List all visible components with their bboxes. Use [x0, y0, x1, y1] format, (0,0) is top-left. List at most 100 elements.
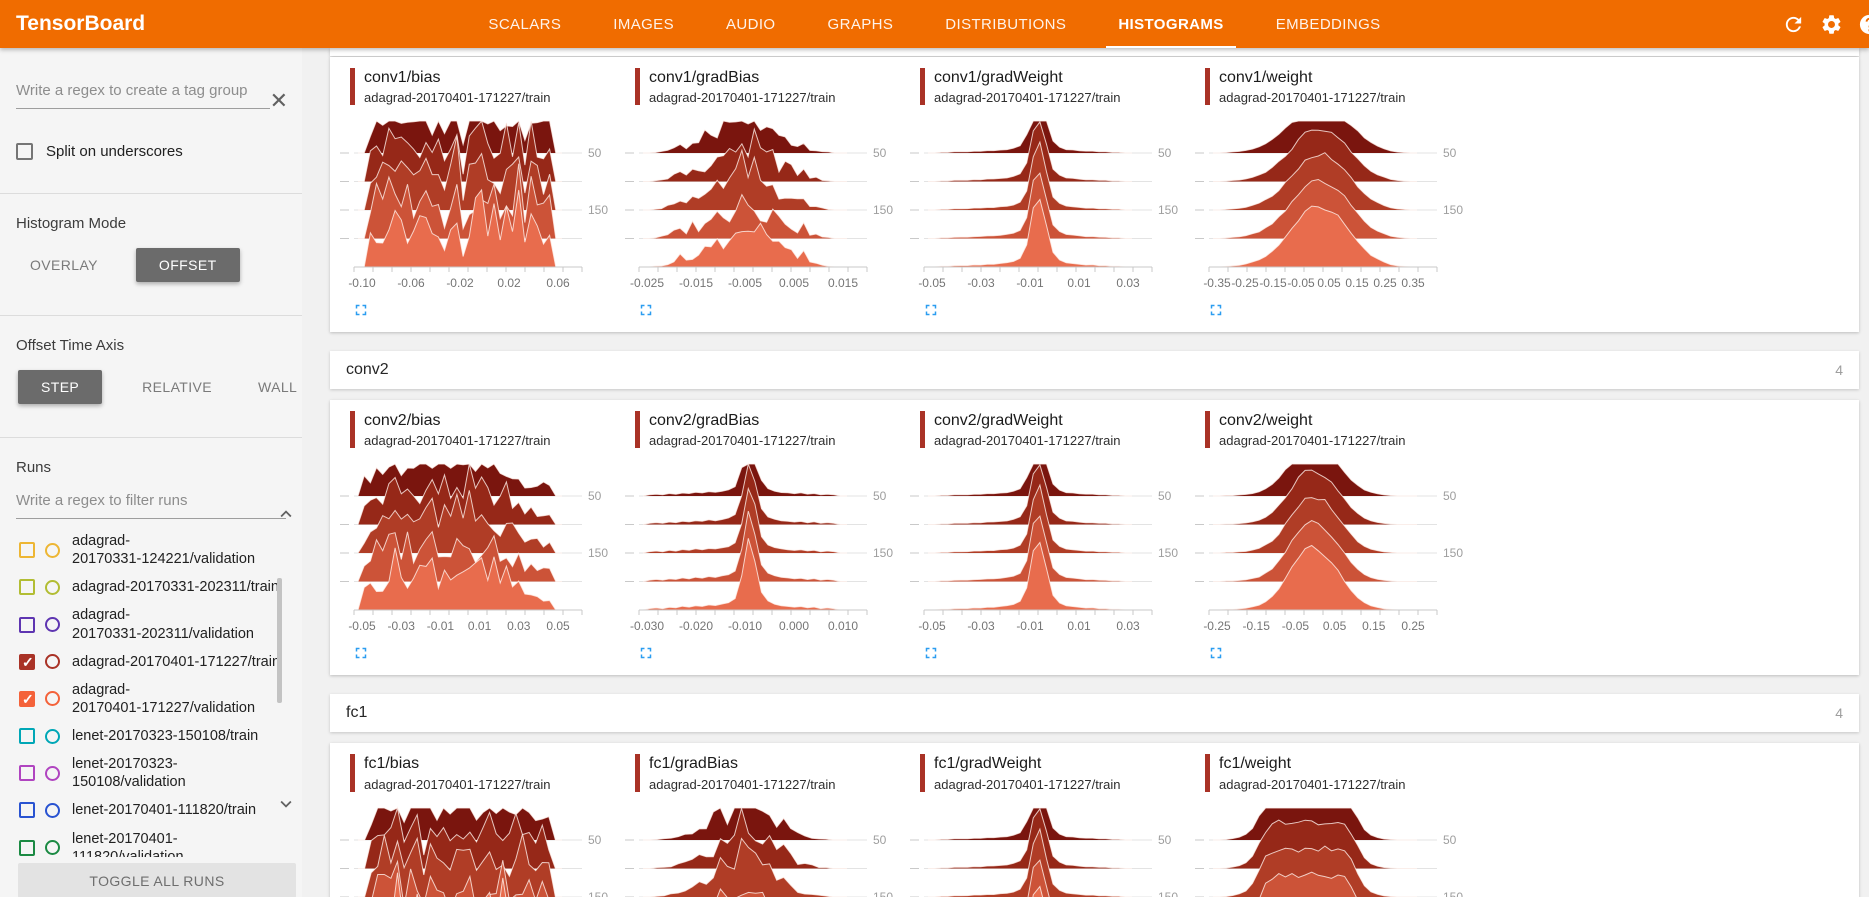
x-axis-tick-label: 0.05	[1317, 276, 1341, 290]
x-axis-tick-label: -0.030	[630, 619, 664, 633]
run-row[interactable]: lenet-20170401-111820/train	[16, 796, 286, 824]
tab-embeddings[interactable]: EMBEDDINGS	[1275, 15, 1381, 33]
x-axis-tick-label: -0.35	[1203, 276, 1231, 290]
fullscreen-icon[interactable]	[637, 644, 655, 662]
run-radio[interactable]	[45, 691, 60, 707]
tab-scalars[interactable]: SCALARS	[488, 15, 562, 33]
run-radio[interactable]	[45, 542, 60, 558]
chart-tag-name: conv1/bias	[364, 69, 441, 86]
chart-run-name: adagrad-20170401-171227/train	[649, 433, 836, 449]
x-axis-tick-label: -0.020	[679, 619, 713, 633]
run-radio[interactable]	[45, 617, 60, 632]
run-color-bar	[920, 754, 925, 792]
group-header-fc1[interactable]: fc1 4	[330, 694, 1859, 733]
run-radio[interactable]	[45, 802, 60, 818]
fullscreen-icon[interactable]	[1207, 301, 1225, 319]
overlay-button[interactable]: OVERLAY	[30, 257, 98, 273]
histogram-plot[interactable]: 50 150	[625, 804, 897, 897]
x-axis-tick-label: -0.01	[427, 619, 455, 633]
run-color-bar	[350, 411, 355, 449]
svg-text:50: 50	[588, 146, 602, 160]
run-checkbox[interactable]	[19, 542, 35, 559]
x-axis-tick-label: 0.05	[1323, 619, 1347, 633]
run-checkbox[interactable]	[19, 690, 35, 708]
run-radio[interactable]	[45, 654, 60, 670]
histogram-plot[interactable]: 50 150 -0.25 -0.15 -0.05 0.05 0.15 0.25	[1195, 460, 1467, 642]
run-row[interactable]: lenet-20170323-150108/validation	[16, 750, 286, 796]
tab-graphs[interactable]: GRAPHS	[827, 15, 894, 33]
tab-images[interactable]: IMAGES	[613, 15, 674, 33]
fullscreen-icon[interactable]	[1207, 644, 1225, 662]
histogram-plot[interactable]: 50 150	[1195, 804, 1467, 897]
run-name: lenet-20170323-150108/train	[72, 728, 259, 744]
chevron-down-icon[interactable]	[275, 793, 297, 815]
run-name: adagrad-20170401-171227/train	[72, 653, 281, 670]
fullscreen-icon[interactable]	[922, 301, 940, 319]
run-checkbox[interactable]	[19, 802, 35, 819]
run-row[interactable]: lenet-20170323-150108/train	[16, 722, 286, 750]
x-axis-tick-label: -0.01	[1016, 276, 1044, 290]
run-filter-field[interactable]: Write a regex to filter runs	[16, 492, 286, 519]
histogram-plot[interactable]: 50 150 -0.05 -0.03 -0.01 0.01 0.03 0.05	[340, 460, 612, 642]
x-axis-tick-label: 0.25	[1401, 619, 1425, 633]
run-checkbox[interactable]	[19, 616, 35, 633]
histogram-groups: conv1/bias adagrad-20170401-171227/train 5…	[330, 57, 1859, 897]
chart-run-name: adagrad-20170401-171227/train	[649, 90, 836, 106]
run-checkbox[interactable]	[19, 765, 35, 782]
histogram-plot[interactable]: 50 150 -0.35 -0.25 -0.15 -0.05 0.05 0.15 0.25 0.3…	[1195, 117, 1467, 299]
chart-title-block: conv1/gradBias adagrad-20170401-171227/tr…	[635, 68, 908, 106]
fullscreen-icon[interactable]	[352, 301, 370, 319]
histogram-plot[interactable]: 50 150	[340, 804, 612, 897]
card-cut-top	[330, 48, 1859, 56]
run-checkbox[interactable]	[19, 579, 35, 596]
run-row[interactable]: adagrad-20170401-171227/validation	[16, 676, 286, 722]
tag-filter-field[interactable]: Write a regex to create a tag group ✕	[16, 82, 288, 113]
settings-icon[interactable]	[1820, 13, 1843, 36]
run-color-bar	[1205, 68, 1210, 106]
toggle-all-runs-button[interactable]: TOGGLE ALL RUNS	[18, 863, 296, 897]
histogram-plot[interactable]: 50 150 -0.030 -0.020 -0.010 0.000 0.010	[625, 460, 897, 642]
run-row[interactable]: adagrad- 20170331-202311/validation	[16, 601, 286, 647]
split-underscores-checkbox[interactable]	[16, 143, 33, 160]
histogram-mode-buttons: OVERLAY OFFSET	[16, 248, 286, 282]
run-checkbox[interactable]	[19, 839, 35, 856]
offset-button[interactable]: OFFSET	[135, 248, 240, 282]
group-header-conv2[interactable]: conv2 4	[330, 351, 1859, 390]
step-button[interactable]: STEP	[18, 370, 103, 404]
x-axis-tick-label: -0.15	[1243, 619, 1271, 633]
relative-button[interactable]: RELATIVE	[142, 379, 213, 395]
tab-distributions[interactable]: DISTRIBUTIONS	[945, 15, 1067, 33]
x-axis-tick-label: 0.06	[546, 276, 570, 290]
fullscreen-icon[interactable]	[637, 301, 655, 319]
chevron-up-icon[interactable]	[275, 503, 297, 525]
runs-scrollbar[interactable]	[277, 578, 282, 703]
close-icon[interactable]: ✕	[269, 88, 288, 113]
refresh-icon[interactable]	[1782, 13, 1805, 36]
tab-histograms[interactable]: HISTOGRAMS	[1092, 0, 1249, 48]
run-row[interactable]: adagrad- 20170331-124221/validation	[16, 527, 286, 573]
chart-title-block: conv1/gradWeight adagrad-20170401-171227/…	[920, 68, 1193, 106]
tab-audio[interactable]: AUDIO	[726, 15, 776, 33]
run-radio[interactable]	[45, 840, 60, 856]
x-axis-tick-label: -0.06	[397, 276, 425, 290]
run-row[interactable]: lenet-20170401-111820/validation	[16, 825, 286, 857]
run-radio[interactable]	[45, 765, 60, 781]
fullscreen-icon[interactable]	[352, 644, 370, 662]
wall-button[interactable]: WALL	[258, 379, 298, 395]
histogram-mode-label: Histogram Mode	[16, 215, 127, 232]
run-checkbox[interactable]	[19, 653, 35, 671]
histogram-plot[interactable]: 50 150 -0.05 -0.03 -0.01 0.01 0.03	[910, 117, 1182, 299]
run-radio[interactable]	[45, 579, 60, 595]
histogram-plot[interactable]: 50 150	[910, 804, 1182, 897]
run-checkbox[interactable]	[19, 728, 35, 745]
histogram-plot[interactable]: 50 150 -0.10 -0.06 -0.02 0.02 0.06	[340, 117, 612, 299]
run-radio[interactable]	[45, 728, 60, 744]
chart-run-name: adagrad-20170401-171227/train	[934, 776, 1121, 792]
histogram-plot[interactable]: 50 150 -0.025 -0.015 -0.005 0.005 0.015	[625, 117, 897, 299]
fullscreen-icon[interactable]	[922, 644, 940, 662]
run-row[interactable]: adagrad-20170401-171227/train	[16, 648, 286, 676]
help-icon[interactable]	[1858, 13, 1869, 36]
histogram-plot[interactable]: 50 150 -0.05 -0.03 -0.01 0.01 0.03	[910, 460, 1182, 642]
x-axis-tick-label: 0.03	[507, 619, 531, 633]
run-row[interactable]: adagrad-20170331-202311/train	[16, 573, 286, 601]
